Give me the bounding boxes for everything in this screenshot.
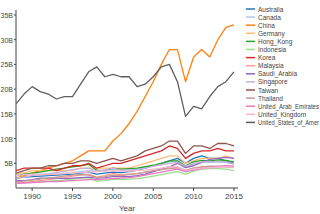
x-tick xyxy=(72,188,73,191)
legend-label: Germany xyxy=(258,30,285,38)
y-axis-line xyxy=(16,10,17,188)
series-line xyxy=(16,166,234,183)
legend-swatch xyxy=(246,89,255,91)
legend-swatch xyxy=(246,49,255,51)
legend-label: United_States_of_Amer xyxy=(258,119,320,127)
y-tick-label: 15B xyxy=(1,111,14,118)
x-tick xyxy=(32,188,33,191)
legend-swatch xyxy=(246,16,255,18)
legend-swatch xyxy=(246,114,255,116)
legend-swatch xyxy=(246,122,255,124)
x-tick-label: 2005 xyxy=(144,192,162,201)
y-tick-label: 5B xyxy=(4,160,13,167)
legend-label: Singapore xyxy=(258,78,288,86)
x-tick-label: 2000 xyxy=(104,192,122,201)
legend-swatch xyxy=(246,24,255,26)
legend-label: Indonesia xyxy=(258,46,287,53)
legend-swatch xyxy=(246,81,255,83)
legend-label: United_Arab_Emirates xyxy=(258,103,320,111)
x-tick xyxy=(153,188,154,191)
legend-swatch xyxy=(246,73,255,75)
x-tick xyxy=(112,188,113,191)
legend-label: United_Kingdom xyxy=(258,111,306,119)
y-tick-label: 10B xyxy=(1,136,14,143)
y-tick-label: 35B xyxy=(1,12,14,19)
x-axis-line xyxy=(16,188,238,189)
legend-swatch xyxy=(246,41,255,43)
legend-swatch xyxy=(246,8,255,10)
legend-label: Malaysia xyxy=(258,62,284,70)
series-line xyxy=(16,167,234,176)
legend-swatch xyxy=(246,105,255,107)
legend-label: China xyxy=(258,22,275,29)
series-line xyxy=(16,166,234,182)
y-tick xyxy=(14,14,16,15)
legend-swatch xyxy=(246,65,255,67)
y-tick xyxy=(14,64,16,65)
legend-label: Canada xyxy=(258,14,281,21)
legend-label: Taiwan xyxy=(258,87,279,94)
x-tick xyxy=(233,188,234,191)
series-line xyxy=(16,64,234,116)
series-line xyxy=(16,166,234,183)
y-tick xyxy=(14,89,16,90)
legend-label: Hong_Kong xyxy=(258,38,293,46)
legend-label: Korea xyxy=(258,54,276,61)
legend-swatch xyxy=(246,33,255,35)
y-tick-label: 20B xyxy=(1,86,14,93)
x-tick-label: 1995 xyxy=(64,192,82,201)
x-tick xyxy=(193,188,194,191)
legend-swatch xyxy=(246,97,255,99)
legend-label: Thailand xyxy=(258,95,283,102)
legend-label: Australia xyxy=(258,6,284,13)
x-axis-title: Year xyxy=(119,204,136,213)
y-tick-label: 30B xyxy=(1,37,14,44)
legend-label: Saudi_Arabia xyxy=(258,70,297,78)
y-tick-label: 25B xyxy=(1,61,14,68)
x-tick-label: 1990 xyxy=(23,192,41,201)
x-tick-label: 2015 xyxy=(225,192,243,201)
chart: 1990 1995 2000 2005 2010 2015 5B 10B 15B 20B 25B 30… xyxy=(0,0,320,214)
y-tick xyxy=(14,113,16,114)
y-tick xyxy=(14,138,16,139)
y-tick xyxy=(14,163,16,164)
series-line xyxy=(16,25,234,178)
x-tick-label: 2010 xyxy=(185,192,203,201)
plot-area xyxy=(16,25,234,183)
y-tick xyxy=(14,39,16,40)
legend-swatch xyxy=(246,57,255,59)
